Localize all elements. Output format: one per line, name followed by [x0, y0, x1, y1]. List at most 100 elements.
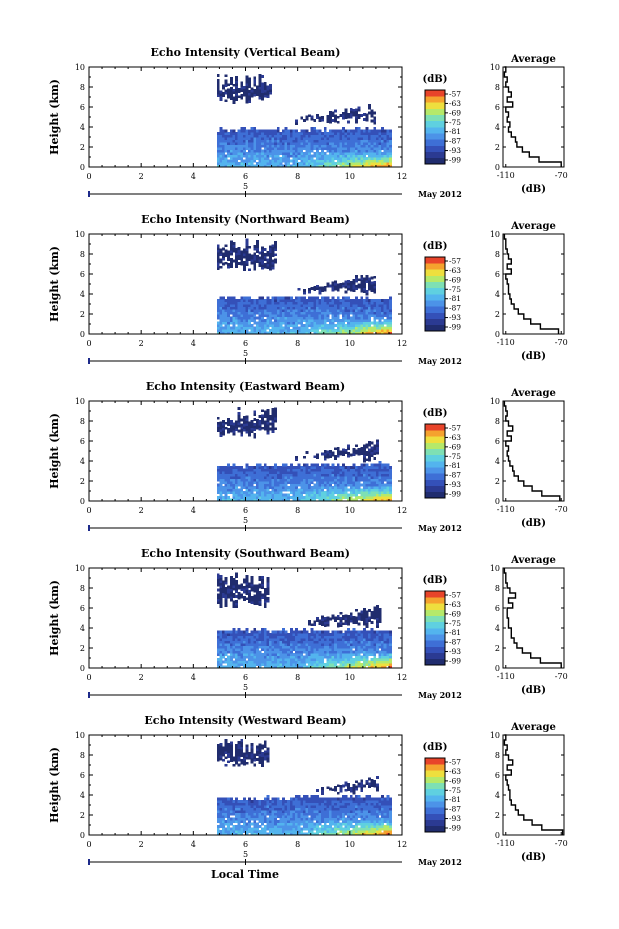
heatmap-cell — [279, 152, 283, 155]
heatmap-cell — [360, 142, 364, 145]
heatmap-cell — [334, 311, 338, 315]
heatmap-cell — [253, 496, 257, 499]
heatmap-cell — [362, 468, 366, 472]
heatmap-cell — [287, 299, 291, 302]
heatmap-cell — [357, 635, 361, 639]
heatmap-cell — [266, 139, 270, 143]
heatmap-cell — [282, 630, 285, 634]
heatmap-cell — [255, 147, 259, 150]
heatmap-cell — [355, 162, 358, 165]
heatmap-cell — [365, 301, 369, 305]
heatmap-cell — [373, 324, 377, 327]
heatmap-cell — [336, 120, 340, 124]
heatmap-cell — [352, 286, 356, 290]
heatmap-cell — [266, 304, 270, 307]
heatmap-cell — [349, 316, 353, 320]
heatmap-cell — [289, 471, 293, 474]
heatmap-cell — [292, 653, 296, 656]
heatmap-cell — [310, 319, 314, 322]
heatmap-cell — [237, 491, 241, 494]
heatmap-cell — [297, 132, 301, 135]
heatmap-cell — [381, 142, 385, 145]
heatmap-cell — [318, 129, 322, 133]
colorbar-tick-label: -99 — [449, 323, 461, 332]
heatmap-cell — [302, 658, 306, 661]
heatmap-cell — [287, 164, 291, 168]
heatmap-cell — [295, 119, 298, 123]
heatmap-cell — [336, 476, 340, 479]
heatmap-cell — [255, 250, 259, 253]
heatmap-cell — [349, 648, 353, 651]
heatmap-cell — [326, 117, 330, 121]
heatmap-cell — [365, 127, 369, 130]
heatmap-cell — [222, 478, 225, 482]
heatmap-cell — [362, 162, 366, 165]
heatmap-cell — [386, 311, 390, 315]
heatmap-cell — [229, 648, 233, 651]
heatmap-cell — [383, 483, 387, 487]
heatmap-cell — [370, 471, 374, 474]
heatmap-cell — [255, 638, 259, 641]
heatmap-cell — [297, 314, 301, 317]
heatmap-cell — [219, 434, 223, 437]
heatmap-cell — [326, 299, 330, 302]
heatmap-cell — [315, 152, 319, 155]
heatmap-cell — [227, 258, 231, 261]
heatmap-cell — [229, 242, 233, 246]
heatmap-cell — [261, 466, 265, 469]
heatmap-cell — [235, 425, 238, 429]
heatmap-cell — [216, 147, 220, 150]
heatmap-cell — [375, 142, 379, 145]
heatmap-cell — [284, 476, 288, 479]
heatmap-cell — [310, 147, 314, 150]
heatmap-cell — [302, 291, 306, 295]
heatmap-cell — [276, 319, 280, 322]
heatmap-cell — [302, 455, 306, 459]
heatmap-cell — [258, 314, 262, 317]
heatmap-cell — [378, 134, 382, 138]
heatmap-cell — [287, 638, 291, 641]
heatmap-cell — [297, 316, 301, 320]
heatmap-cell — [362, 630, 366, 634]
heatmap-cell — [287, 655, 291, 659]
heatmap-cell — [271, 660, 275, 664]
heatmap-cell — [253, 254, 257, 258]
heatmap-cell — [295, 299, 298, 302]
heatmap-cell — [297, 306, 301, 310]
heatmap-cell — [268, 329, 272, 332]
heatmap-cell — [248, 645, 252, 649]
heatmap-cell — [357, 638, 361, 641]
heatmap-cell — [342, 466, 345, 469]
heatmap-cell — [268, 650, 272, 654]
heatmap-cell — [326, 493, 330, 497]
heatmap-cell — [237, 412, 241, 415]
heatmap-cell — [362, 319, 366, 322]
heatmap-cell — [287, 139, 291, 143]
heatmap-cell — [258, 81, 262, 85]
heatmap-cell — [368, 152, 371, 155]
heatmap-cell — [370, 281, 374, 285]
heatmap-cell — [381, 466, 385, 469]
heatmap-cell — [224, 142, 228, 145]
heatmap-cell — [349, 466, 353, 469]
heatmap-cell — [248, 648, 252, 651]
heatmap-cell — [276, 491, 280, 494]
heatmap-cell — [370, 491, 374, 494]
heatmap-cell — [235, 164, 238, 168]
heatmap-cell — [305, 331, 309, 335]
heatmap-cell — [237, 95, 241, 99]
heatmap-cell — [295, 630, 298, 634]
heatmap-cell — [245, 250, 249, 254]
heatmap-cell — [250, 301, 254, 305]
heatmap-cell — [261, 249, 265, 252]
heatmap-cell — [321, 665, 325, 669]
heatmap-cell — [373, 449, 377, 453]
heatmap-cell — [282, 498, 285, 502]
heatmap-cell — [219, 635, 223, 639]
heatmap-cell — [222, 331, 225, 335]
heatmap-cell — [227, 93, 231, 97]
heatmap-cell — [328, 455, 332, 458]
heatmap-cell — [250, 94, 254, 98]
heatmap-cell — [365, 316, 369, 320]
heatmap-cell — [318, 152, 322, 155]
